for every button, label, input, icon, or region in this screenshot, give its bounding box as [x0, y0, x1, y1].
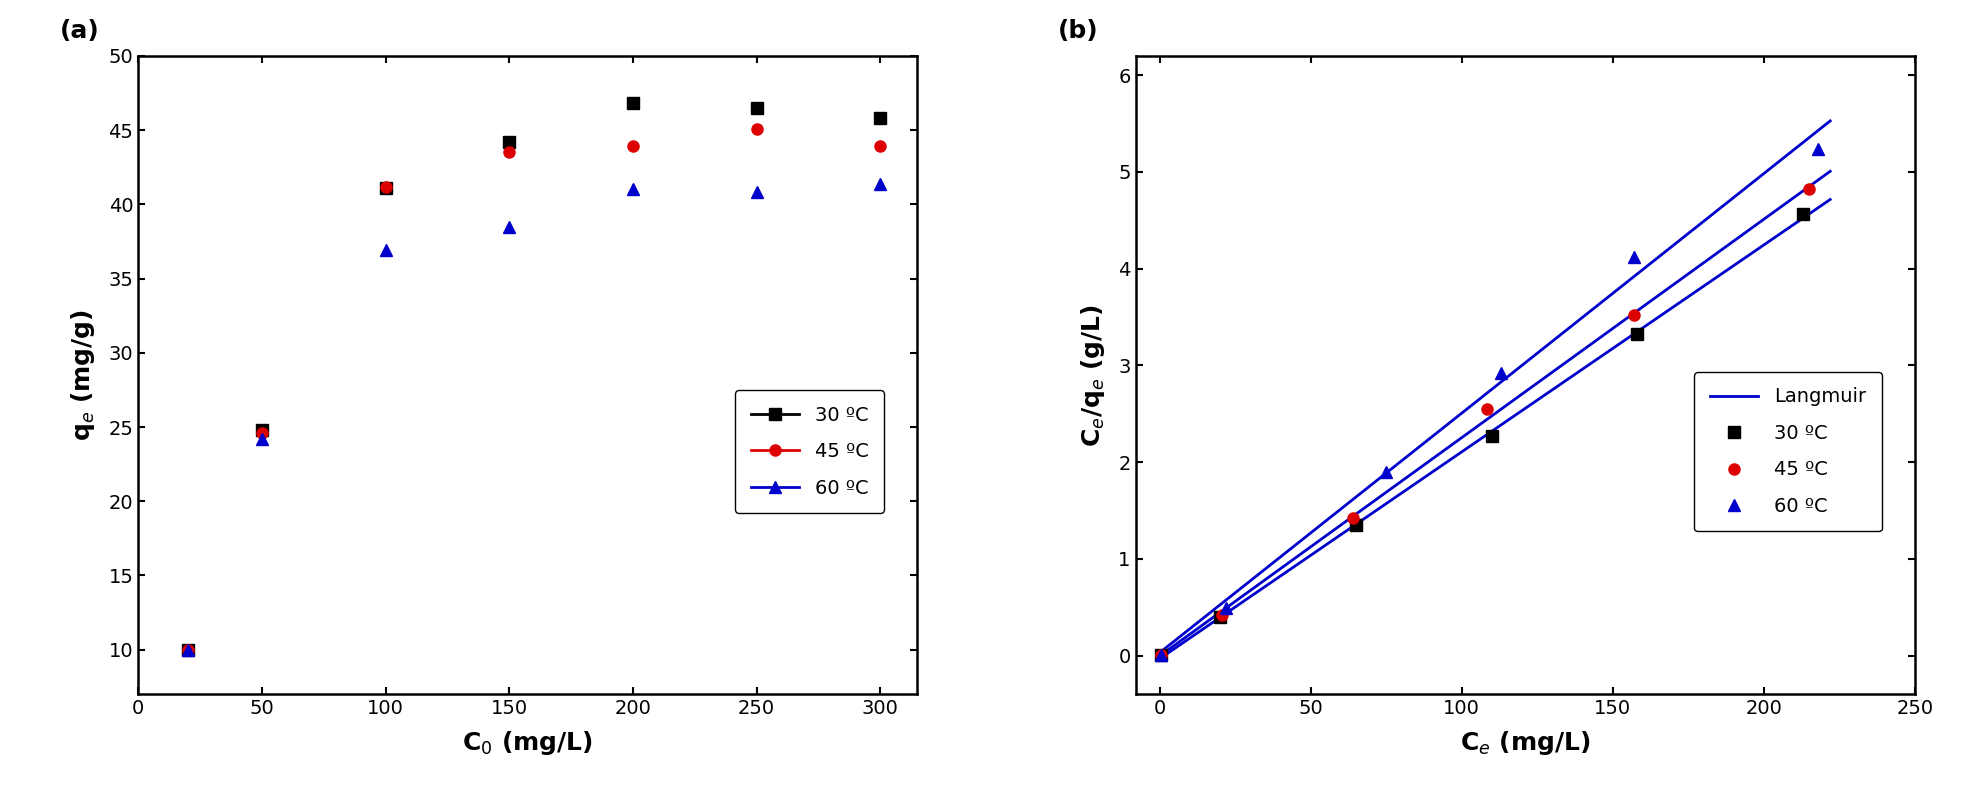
- Y-axis label: C$_e$/q$_e$ (g/L): C$_e$/q$_e$ (g/L): [1079, 303, 1107, 447]
- Y-axis label: q$_e$ (mg/g): q$_e$ (mg/g): [69, 309, 97, 441]
- Legend: Langmuir, 30 ºC, 45 ºC, 60 ºC: Langmuir, 30 ºC, 45 ºC, 60 ºC: [1693, 372, 1880, 531]
- Legend: 30 ºC, 45 ºC, 60 ºC: 30 ºC, 45 ºC, 60 ºC: [734, 390, 884, 513]
- Text: (b): (b): [1058, 19, 1097, 43]
- Text: (a): (a): [61, 19, 101, 43]
- X-axis label: C$_0$ (mg/L): C$_0$ (mg/L): [462, 729, 594, 757]
- X-axis label: C$_e$ (mg/L): C$_e$ (mg/L): [1460, 729, 1590, 757]
